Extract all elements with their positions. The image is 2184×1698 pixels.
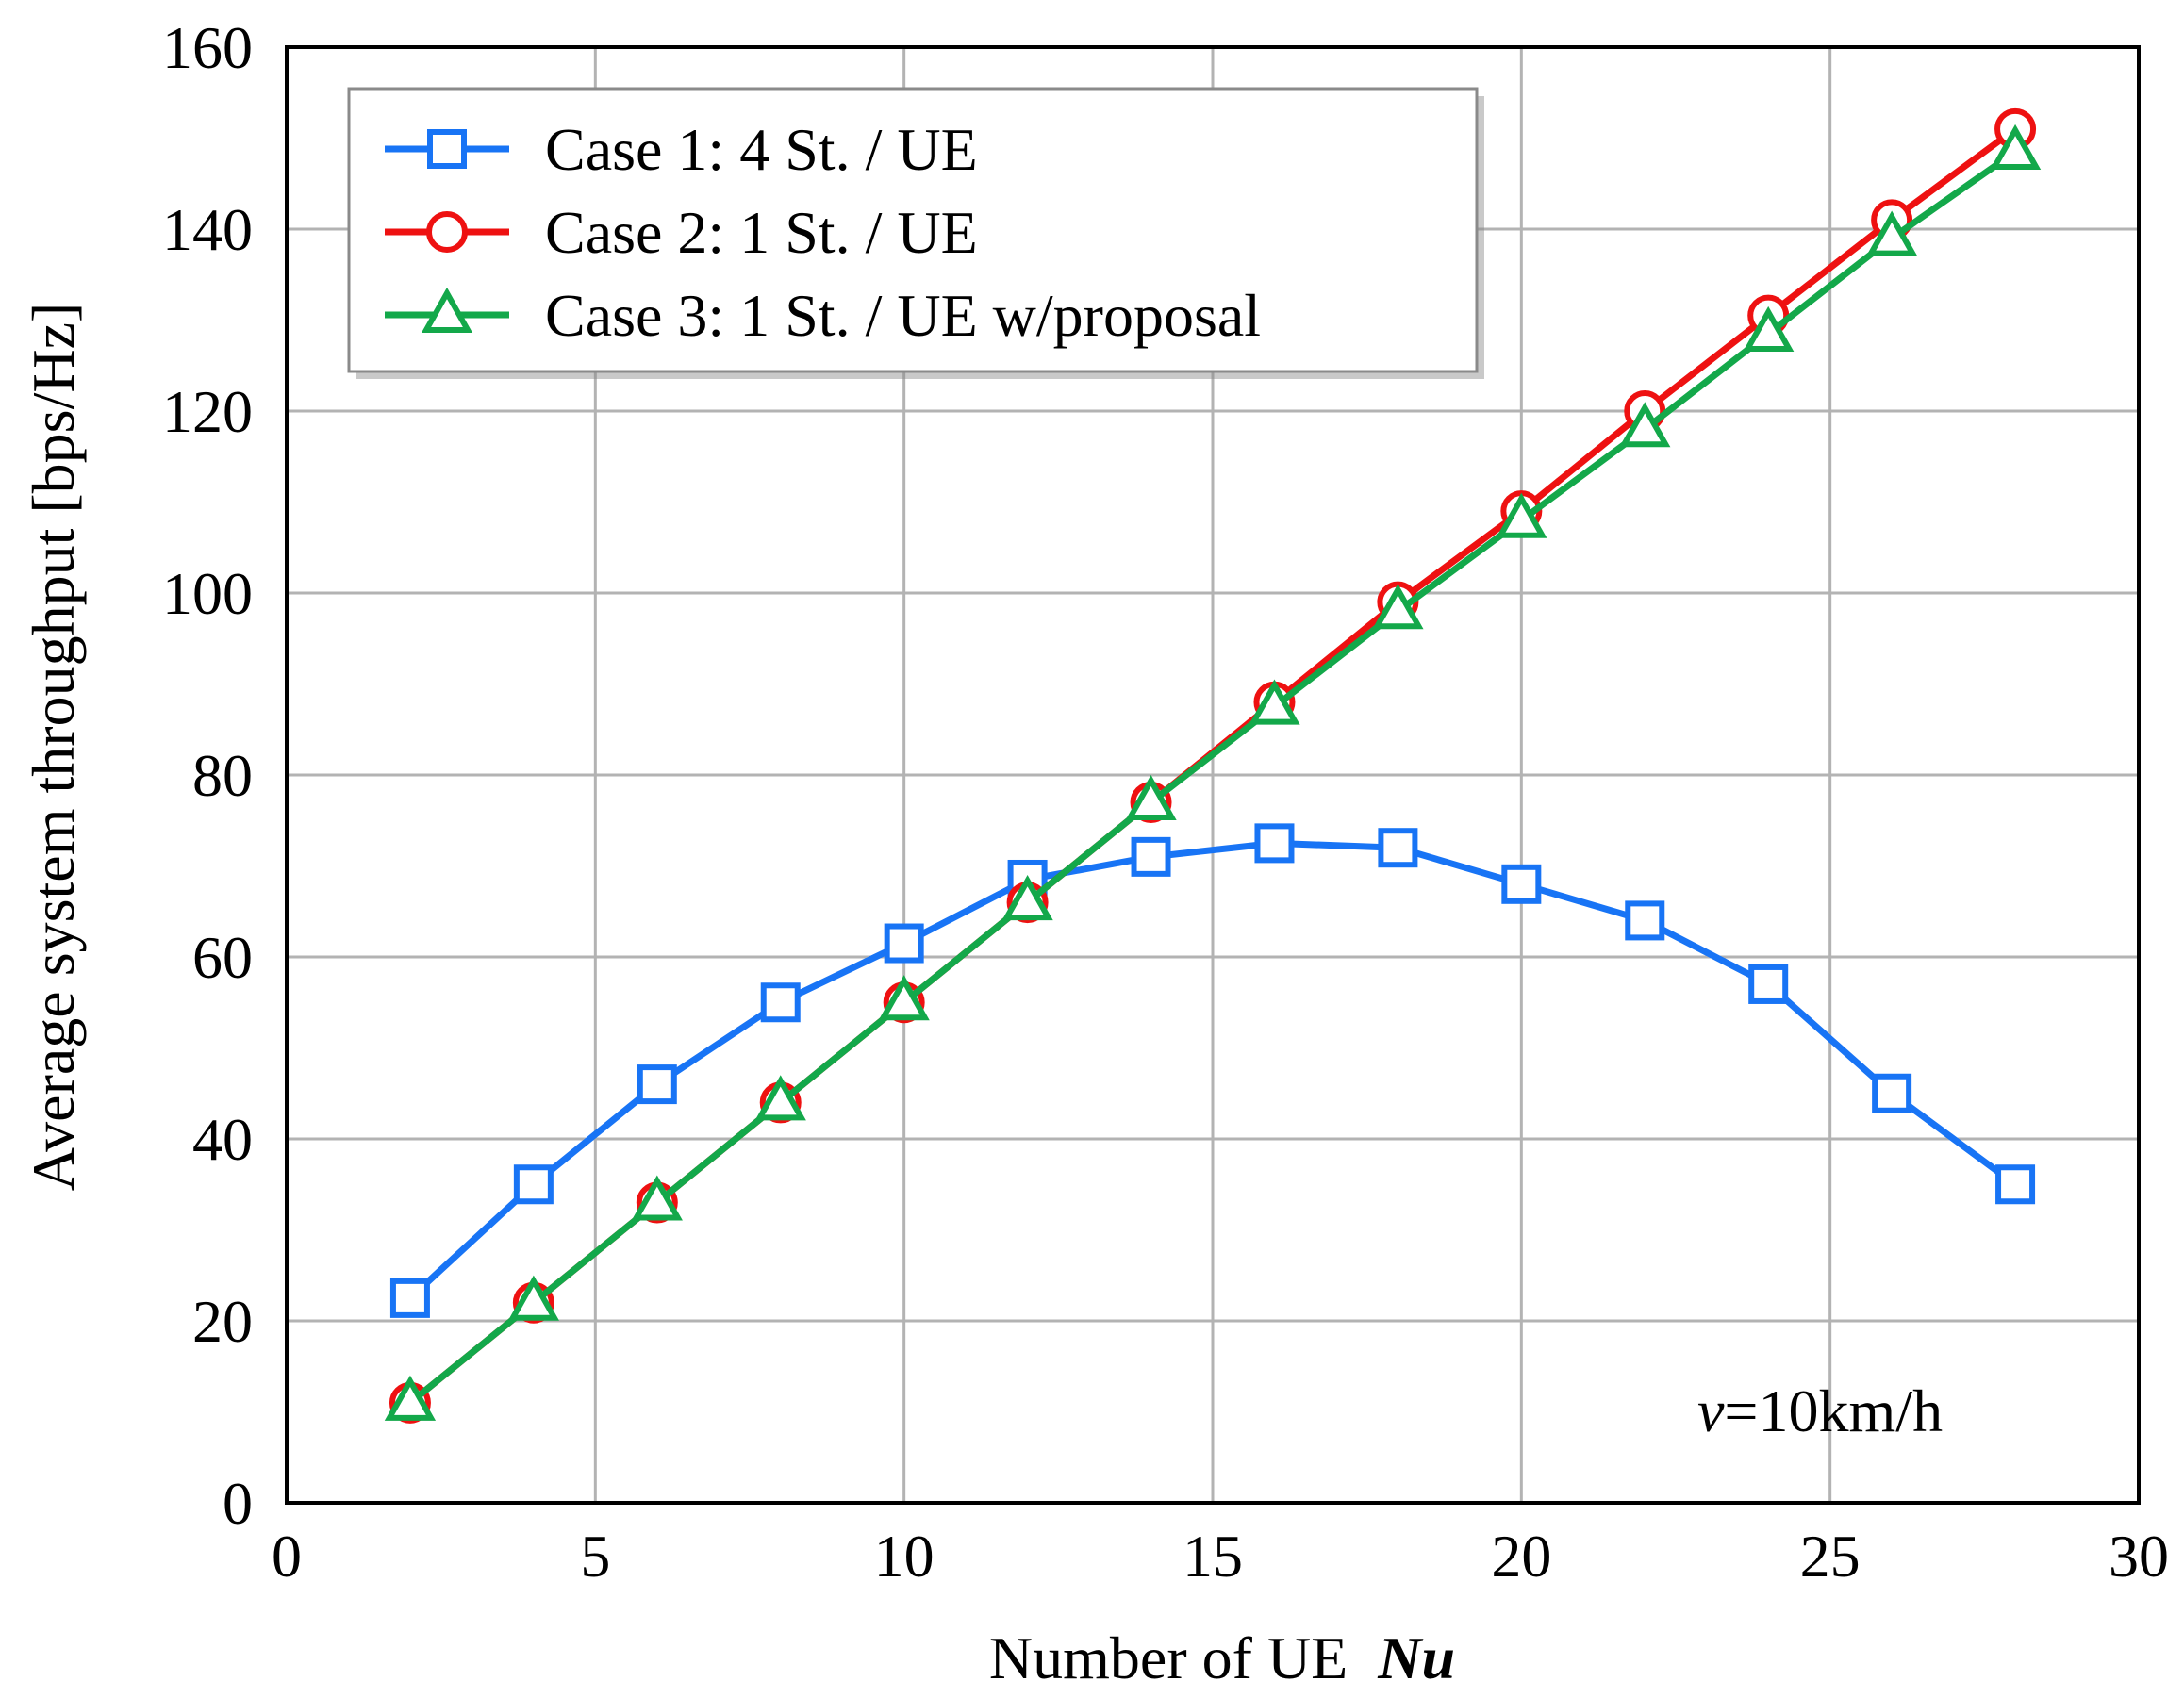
data-point-triangle	[507, 1275, 560, 1321]
data-point-triangle	[1743, 305, 1795, 352]
tick-labels: 0 5 10 15 20 25 30 0 20 40 60 80 100 120 140 160	[162, 14, 2169, 1590]
x-tick-label: 20	[1491, 1523, 1551, 1590]
y-tick-label: 0	[223, 1470, 253, 1537]
legend-label: Case 1: 4 St. / UE	[545, 116, 978, 183]
legend-entry-2: Case 2: 1 St. / UE	[385, 199, 978, 266]
data-point-triangle	[754, 1075, 806, 1121]
y-tick-label: 120	[162, 378, 253, 445]
velocity-symbol: v	[1697, 1377, 1725, 1444]
y-tick-label: 60	[192, 924, 253, 991]
x-axis-title-text: Number of UE	[989, 1624, 1378, 1691]
x-tick-label: 5	[580, 1523, 610, 1590]
data-point-triangle	[1865, 210, 1918, 256]
data-point-triangle	[1619, 402, 1671, 448]
series-line	[407, 839, 2018, 1301]
data-point-square	[1872, 1073, 1912, 1113]
y-tick-label: 160	[162, 14, 253, 81]
legend: Case 1: 4 St. / UE Case 2: 1 St. / UE Case…	[347, 87, 1484, 379]
data-point-triangle	[1372, 584, 1424, 630]
x-tick-label: 15	[1183, 1523, 1243, 1590]
data-point-square	[427, 129, 467, 169]
x-tick-label: 25	[1800, 1523, 1861, 1590]
data-point-square	[637, 1064, 677, 1105]
series-layer	[384, 107, 2042, 1424]
y-tick-label: 100	[162, 560, 253, 627]
data-point-triangle	[1989, 124, 2042, 170]
data-point-square	[1501, 864, 1542, 904]
data-point-square	[1254, 823, 1295, 864]
data-point-square	[389, 1278, 430, 1318]
x-axis-title: Number of UE Nu	[989, 1624, 1455, 1691]
data-point-triangle	[384, 1375, 437, 1421]
y-tick-label: 80	[192, 742, 253, 809]
x-tick-label: 0	[272, 1523, 302, 1590]
y-tick-label: 40	[192, 1106, 253, 1173]
legend-label: Case 2: 1 St. / UE	[545, 199, 978, 266]
data-point-square	[1995, 1164, 2036, 1205]
data-point-triangle	[1496, 492, 1547, 538]
velocity-value: =10km/h	[1724, 1377, 1943, 1444]
data-point-triangle	[1249, 679, 1300, 725]
y-tick-label: 140	[162, 196, 253, 263]
x-axis-title-symbol: Nu	[1377, 1624, 1455, 1691]
data-point-square	[1625, 900, 1665, 941]
legend-entry-3: Case 3: 1 St. / UE w/proposal	[385, 282, 1261, 349]
data-point-triangle	[631, 1175, 683, 1221]
legend-label: Case 3: 1 St. / UE w/proposal	[545, 282, 1261, 349]
legend-box	[347, 87, 1479, 373]
y-axis-title: Average system throughput [bps/Hz]	[20, 303, 87, 1192]
data-point-square	[884, 923, 924, 964]
data-point-triangle	[1001, 874, 1053, 921]
x-tick-label: 30	[2109, 1523, 2169, 1590]
annotation: v=10km/h	[1697, 1377, 1943, 1444]
series-3	[384, 124, 2042, 1421]
data-point-square	[1748, 964, 1789, 1004]
data-point-circle	[426, 211, 468, 253]
data-point-triangle	[421, 287, 473, 333]
data-point-square	[1378, 828, 1418, 868]
axis-titles: Number of UE Nu Average system throughput…	[20, 303, 1455, 1691]
legend-entry-1: Case 1: 4 St. / UE	[385, 116, 978, 183]
y-tick-label: 20	[192, 1288, 253, 1355]
velocity-annotation: v=10km/h	[1697, 1377, 1943, 1444]
data-point-square	[1131, 836, 1171, 877]
data-point-square	[760, 982, 801, 1023]
data-point-triangle	[878, 975, 930, 1021]
data-point-triangle	[1125, 774, 1177, 820]
x-tick-label: 10	[874, 1523, 935, 1590]
plot-frame	[285, 45, 2141, 1505]
series-1	[389, 823, 2036, 1318]
data-point-square	[513, 1164, 554, 1205]
